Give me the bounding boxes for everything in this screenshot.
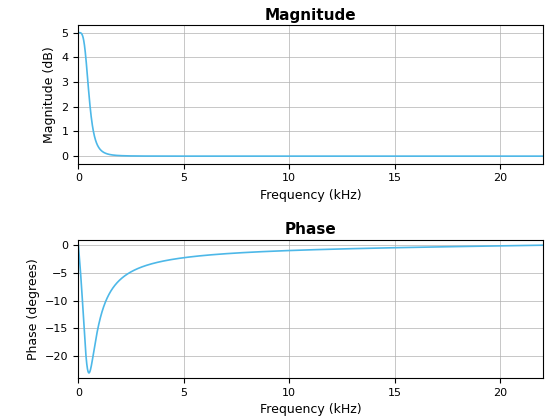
X-axis label: Frequency (kHz): Frequency (kHz) (260, 403, 362, 416)
Y-axis label: Magnitude (dB): Magnitude (dB) (43, 46, 56, 143)
Title: Phase: Phase (285, 222, 337, 237)
Y-axis label: Phase (degrees): Phase (degrees) (27, 258, 40, 360)
Title: Magnitude: Magnitude (265, 8, 357, 23)
X-axis label: Frequency (kHz): Frequency (kHz) (260, 189, 362, 202)
